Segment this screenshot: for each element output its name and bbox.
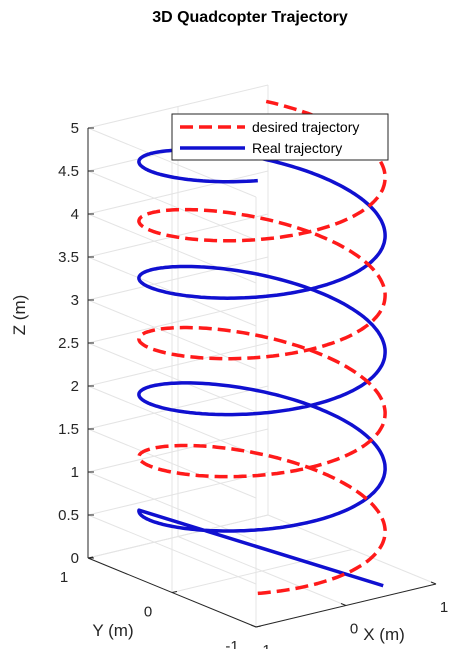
y-tick-mark-0: [255, 625, 262, 628]
y-tick-mark-2: [87, 556, 94, 559]
x-tick-mark-0: [250, 624, 257, 628]
z-tick-label-9: 4.5: [58, 163, 79, 180]
y-tick-label-0: -1: [225, 638, 238, 649]
z-tick-label-2: 1: [71, 464, 79, 481]
z-tick-labels: 0 0.5 1 1.5 2 2.5 3 3.5 4 4.5 5: [58, 120, 79, 567]
z-tick-label-1: 0.5: [58, 507, 79, 524]
chart-title: 3D Quadcopter Trajectory: [152, 9, 348, 26]
z-tick-label-6: 3: [71, 292, 79, 309]
y-tick-mark-1: [171, 591, 178, 593]
x-tick-label-2: 1: [440, 599, 448, 616]
y-tick-label-1: 0: [144, 604, 152, 621]
z-tick-label-5: 2.5: [58, 335, 79, 352]
x-tick-mark-2: [430, 581, 437, 585]
grid-line-y-floor-2: [87, 514, 269, 559]
series-line-real: [137, 148, 387, 588]
legend-label-real: Real trajectory: [252, 140, 342, 156]
z-tick-label-8: 4: [71, 206, 79, 223]
legend: desired trajectory Real trajectory: [171, 113, 389, 161]
x-tick-label-0: -1: [257, 642, 270, 649]
series-line-desired: [137, 99, 387, 596]
y-axis-label: Y (m): [92, 621, 133, 640]
x-tick-label-1: 0: [350, 621, 358, 638]
z-tick-label-4: 2: [71, 378, 79, 395]
x-axis-label: X (m): [363, 625, 405, 644]
z-tick-label-0: 0: [71, 550, 79, 567]
x-tick-labels: -1 0 1: [257, 599, 448, 649]
x-tick-mark-1: [340, 603, 347, 606]
trajectory-lines: [137, 99, 387, 596]
z-tick-label-3: 1.5: [58, 421, 79, 438]
z-tick-label-7: 3.5: [58, 249, 79, 266]
legend-label-desired: desired trajectory: [252, 119, 359, 135]
z-tick-label-10: 5: [71, 120, 79, 137]
y-tick-labels: -1 0 1: [60, 569, 239, 649]
legend-box: [171, 113, 389, 161]
z-axis-label: Z (m): [10, 295, 29, 336]
grid-line-y-floor-1: [171, 549, 353, 593]
axes-frame: [87, 127, 437, 628]
y-tick-label-2: 1: [60, 569, 68, 586]
